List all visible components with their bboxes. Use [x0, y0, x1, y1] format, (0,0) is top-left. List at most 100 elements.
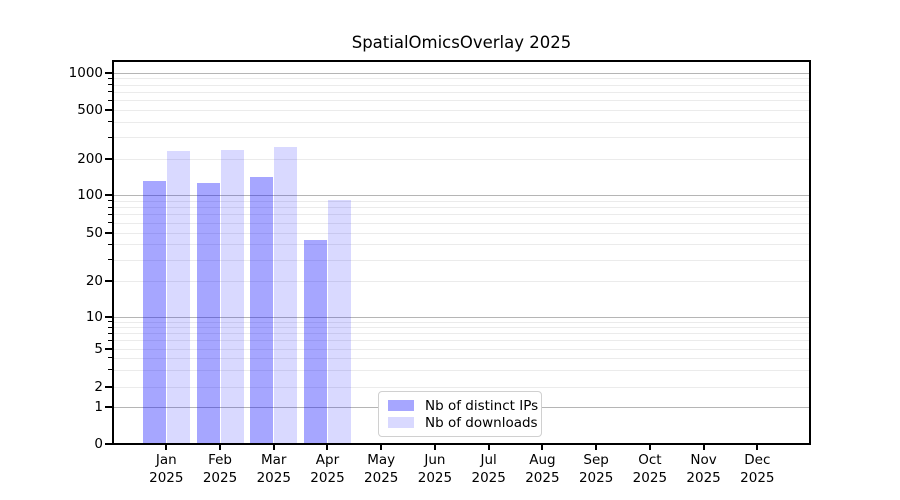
y-minor-tick: [108, 136, 112, 138]
x-tick-label: Nov 2025: [686, 452, 721, 486]
x-tick: [433, 445, 436, 450]
y-minor-tick: [108, 326, 112, 328]
y-minor-tick: [108, 213, 112, 215]
x-tick: [487, 445, 490, 450]
minor-gridline: [114, 259, 809, 261]
minor-gridline: [114, 100, 809, 102]
x-tick: [756, 445, 759, 450]
minor-gridline: [114, 327, 809, 329]
x-tick-label: Feb 2025: [202, 452, 238, 486]
major-gridline: [114, 317, 809, 318]
y-minor-tick: [108, 348, 112, 350]
y-tick-label: 5: [94, 340, 103, 357]
y-minor-tick: [108, 232, 112, 233]
y-tick-label: 2: [94, 378, 103, 395]
x-tick-label: Aug 2025: [525, 452, 560, 486]
y-minor-tick: [108, 91, 112, 93]
legend-label-downloads: Nb of downloads: [425, 414, 538, 431]
y-tick: [105, 194, 112, 197]
y-tick-label: 200: [77, 150, 103, 167]
y-tick-label: 100: [77, 187, 103, 204]
minor-gridline: [114, 158, 809, 160]
minor-gridline: [114, 321, 809, 323]
y-minor-tick: [108, 386, 112, 388]
x-tick-label: Mar 2025: [256, 452, 291, 486]
x-tick: [272, 445, 275, 450]
y-minor-tick: [108, 84, 112, 86]
y-minor-tick: [108, 280, 112, 282]
x-tick: [541, 445, 544, 450]
y-tick-label: 10: [85, 309, 103, 325]
x-tick-label: Dec 2025: [740, 452, 775, 486]
minor-gridline: [114, 232, 809, 234]
minor-gridline: [114, 386, 809, 388]
x-tick: [326, 445, 329, 450]
y-tick: [105, 316, 112, 318]
minor-gridline: [114, 78, 809, 80]
y-minor-tick: [108, 158, 112, 159]
x-tick: [702, 445, 705, 450]
minor-gridline: [114, 84, 809, 86]
y-minor-tick: [108, 99, 112, 101]
x-tick-label: Jan 2025: [149, 452, 184, 486]
x-tick-label: Jul 2025: [471, 452, 506, 486]
bar-downloads: [274, 146, 298, 443]
minor-gridline: [114, 222, 809, 224]
y-tick: [105, 71, 112, 74]
minor-gridline: [114, 214, 809, 216]
y-tick-label: 0: [94, 436, 103, 452]
minor-gridline: [114, 357, 809, 359]
minor-gridline: [114, 207, 809, 209]
chart-title: SpatialOmicsOverlay 2025: [351, 33, 572, 52]
bar-downloads: [166, 151, 190, 443]
x-tick: [219, 445, 222, 450]
x-tick: [595, 445, 598, 450]
legend-row-downloads: Nb of downloads: [388, 415, 538, 431]
bar-distinct-ips: [303, 240, 327, 443]
y-tick-label: 500: [77, 102, 103, 118]
minor-gridline: [114, 121, 809, 123]
x-tick-label: Oct 2025: [632, 452, 668, 486]
minor-gridline: [114, 340, 809, 342]
y-tick-label: 20: [85, 273, 103, 289]
major-gridline: [114, 72, 809, 74]
x-tick-label: Sep 2025: [578, 452, 614, 486]
x-tick: [648, 445, 651, 450]
minor-gridline: [114, 110, 809, 111]
x-tick-label: May 2025: [364, 452, 399, 486]
minor-gridline: [114, 281, 809, 282]
y-minor-tick: [108, 121, 112, 123]
plot-area: [112, 60, 811, 445]
y-tick: [105, 406, 112, 409]
legend-label-distinct-ips: Nb of distinct IPs: [425, 397, 539, 414]
x-tick: [380, 445, 383, 450]
y-tick-label: 50: [85, 224, 103, 241]
minor-gridline: [114, 369, 809, 371]
minor-gridline: [114, 333, 809, 335]
y-minor-tick: [108, 259, 112, 261]
y-minor-tick: [108, 321, 112, 323]
bar-downloads: [220, 149, 244, 443]
y-minor-tick: [108, 369, 112, 371]
y-minor-tick: [108, 200, 112, 202]
minor-gridline: [114, 244, 809, 246]
y-minor-tick: [108, 332, 112, 334]
y-tick-label: 1000: [68, 64, 103, 81]
bar-distinct-ips: [250, 177, 274, 443]
y-minor-tick: [108, 222, 112, 224]
major-gridline: [114, 195, 809, 197]
legend-row-distinct-ips: Nb of distinct IPs: [388, 398, 538, 414]
minor-gridline: [114, 91, 809, 93]
downloads-swatch-icon: [388, 417, 414, 428]
bar-downloads: [327, 199, 351, 443]
y-tick-label: 1: [94, 399, 103, 416]
y-minor-tick: [108, 339, 112, 341]
minor-gridline: [114, 200, 809, 202]
distinct-ips-swatch-icon: [388, 400, 414, 411]
legend: Nb of distinct IPs Nb of downloads: [378, 391, 542, 437]
x-tick: [165, 445, 168, 450]
y-minor-tick: [108, 77, 112, 79]
x-tick-label: Jun 2025: [417, 452, 453, 486]
y-tick: [105, 443, 112, 445]
